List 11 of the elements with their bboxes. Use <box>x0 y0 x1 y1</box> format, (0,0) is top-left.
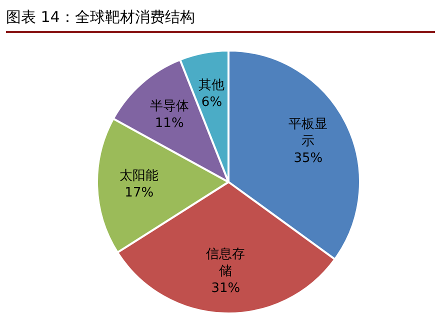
chart-title: 图表 14：全球靶材消费结构 <box>6 8 435 33</box>
slice-label: 半导体 <box>150 98 189 114</box>
slice-label: 平板显示 <box>288 116 328 149</box>
slice-label: 其他 <box>198 78 225 94</box>
data-label: 31% <box>211 280 240 296</box>
slice-label: 太阳能 <box>120 168 159 184</box>
slice-label: 信息存储 <box>206 246 246 279</box>
data-label: 17% <box>124 186 154 201</box>
data-label: 11% <box>154 116 184 131</box>
data-label: 6% <box>201 95 222 110</box>
data-label: 35% <box>294 150 323 166</box>
